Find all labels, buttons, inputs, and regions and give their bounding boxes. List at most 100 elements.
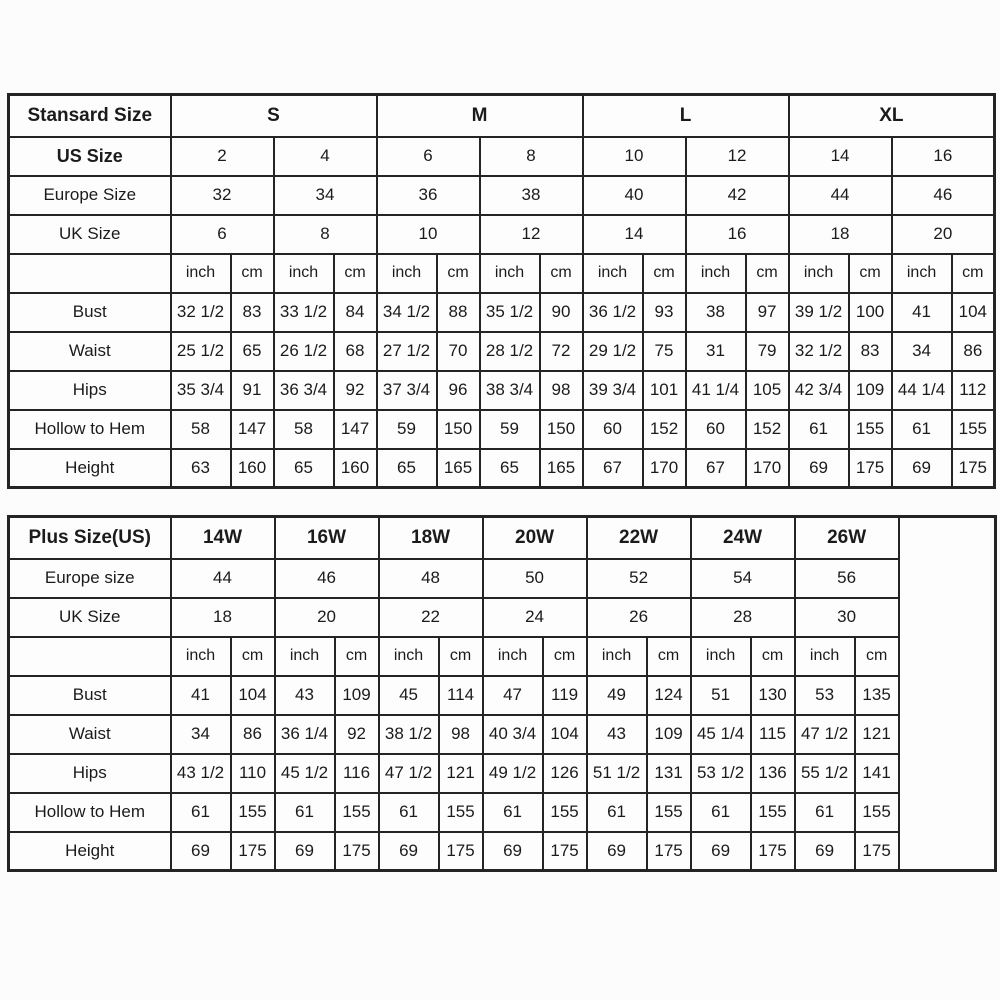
unit-cell: inch <box>585 635 648 677</box>
bust-value-cell: 93 <box>641 291 687 333</box>
hips-value-cell: 131 <box>645 752 692 794</box>
height-value-cell: 69 <box>377 830 440 872</box>
bust-value-cell: 41 <box>890 291 953 333</box>
unit-cell: cm <box>538 252 584 294</box>
hollow-to-hem-label: Hollow to Hem <box>7 408 172 450</box>
unit-cell: inch <box>169 635 232 677</box>
hips-value-cell: 121 <box>437 752 484 794</box>
waist-value-cell: 92 <box>333 713 380 755</box>
hips-value-cell: 101 <box>641 369 687 411</box>
plus-europe-size-row: Europe size 44 46 48 50 52 54 56 <box>7 557 996 599</box>
hollow-to-hem-value-cell: 155 <box>950 408 996 450</box>
waist-value-cell: 40 3/4 <box>481 713 544 755</box>
plus-waist-row: Waist 34 86 36 1/4 92 38 1/2 98 40 3/4 104 43 109… <box>7 713 996 755</box>
hollow-to-hem-value-cell: 155 <box>847 408 893 450</box>
hollow-to-hem-value-cell: 61 <box>377 791 440 833</box>
plus-hollow-to-hem-label: Hollow to Hem <box>7 791 172 833</box>
height-value-cell: 69 <box>787 447 850 489</box>
waist-value-cell: 79 <box>744 330 790 372</box>
unit-cell: inch <box>481 635 544 677</box>
uk-size-cell: 8 <box>272 213 378 255</box>
bust-value-cell: 135 <box>853 674 900 716</box>
bust-value-cell: 104 <box>229 674 276 716</box>
bust-value-cell: 39 1/2 <box>787 291 850 333</box>
plus-unit-header-row: inch cm inch cm inch cm inch cm inch cm inch cm inch… <box>7 635 996 677</box>
europe-size-cell: 46 <box>273 557 380 599</box>
hips-label: Hips <box>7 369 172 411</box>
hollow-to-hem-value-cell: 58 <box>169 408 232 450</box>
plus-waist-label: Waist <box>7 713 172 755</box>
hollow-to-hem-value-cell: 155 <box>437 791 484 833</box>
us-size-cell: 6 <box>375 135 481 177</box>
uk-size-cell: 24 <box>481 596 588 638</box>
bust-value-cell: 45 <box>377 674 440 716</box>
bust-value-cell: 53 <box>793 674 856 716</box>
unit-cell: cm <box>847 252 893 294</box>
bust-label: Bust <box>7 291 172 333</box>
waist-value-cell: 31 <box>684 330 747 372</box>
us-size-cell: 12 <box>684 135 790 177</box>
europe-size-cell: 56 <box>793 557 900 599</box>
plus-title-cell: Plus Size(US) <box>7 515 172 560</box>
uk-size-cell: 18 <box>169 596 276 638</box>
europe-size-cell: 34 <box>272 174 378 216</box>
hollow-to-hem-value-cell: 147 <box>229 408 275 450</box>
waist-value-cell: 109 <box>645 713 692 755</box>
height-value-cell: 165 <box>435 447 481 489</box>
bust-value-cell: 90 <box>538 291 584 333</box>
europe-size-cell: 38 <box>478 174 584 216</box>
height-value-cell: 69 <box>481 830 544 872</box>
hollow-to-hem-value-cell: 155 <box>229 791 276 833</box>
hips-value-cell: 42 3/4 <box>787 369 850 411</box>
bust-value-cell: 49 <box>585 674 648 716</box>
height-value-cell: 69 <box>169 830 232 872</box>
unit-cell: cm <box>744 252 790 294</box>
empty-label-cell <box>7 252 172 294</box>
waist-value-cell: 68 <box>332 330 378 372</box>
bust-value-cell: 51 <box>689 674 752 716</box>
hips-value-cell: 105 <box>744 369 790 411</box>
hips-value-cell: 112 <box>950 369 996 411</box>
hollow-to-hem-value-cell: 147 <box>332 408 378 450</box>
hollow-to-hem-value-cell: 60 <box>684 408 747 450</box>
hollow-to-hem-value-cell: 61 <box>890 408 953 450</box>
unit-cell: cm <box>641 252 687 294</box>
hips-value-cell: 92 <box>332 369 378 411</box>
height-value-cell: 175 <box>541 830 588 872</box>
height-value-cell: 175 <box>847 447 893 489</box>
bust-value-cell: 109 <box>333 674 380 716</box>
hips-value-cell: 55 1/2 <box>793 752 856 794</box>
plus-bust-label: Bust <box>7 674 172 716</box>
europe-size-label: Europe Size <box>7 174 172 216</box>
waist-value-cell: 29 1/2 <box>581 330 644 372</box>
plus-size-group-cell: 24W <box>689 515 796 560</box>
waist-value-cell: 34 <box>169 713 232 755</box>
hips-row: Hips 35 3/4 91 36 3/4 92 37 3/4 96 38 3/4 98 39 … <box>7 369 996 411</box>
waist-value-cell: 36 1/4 <box>273 713 336 755</box>
size-group-cell: S <box>169 93 378 138</box>
bust-value-cell: 104 <box>950 291 996 333</box>
unit-cell: cm <box>435 252 481 294</box>
height-value-cell: 69 <box>273 830 336 872</box>
bust-value-cell: 33 1/2 <box>272 291 335 333</box>
unit-header-row: inch cm inch cm inch cm inch cm inch cm inch cm inch… <box>7 252 996 294</box>
unit-cell: inch <box>273 635 336 677</box>
unit-cell: cm <box>333 635 380 677</box>
waist-value-cell: 75 <box>641 330 687 372</box>
unit-cell: inch <box>684 252 747 294</box>
unit-cell: cm <box>853 635 900 677</box>
us-size-cell: 4 <box>272 135 378 177</box>
us-size-row: US Size 2 4 6 8 10 12 14 16 <box>7 135 996 177</box>
unit-cell: inch <box>581 252 644 294</box>
uk-size-label: UK Size <box>7 213 172 255</box>
bust-value-cell: 97 <box>744 291 790 333</box>
unit-cell: inch <box>890 252 953 294</box>
height-value-cell: 170 <box>641 447 687 489</box>
waist-row: Waist 25 1/2 65 26 1/2 68 27 1/2 70 28 1/2 72 29… <box>7 330 996 372</box>
unit-cell: inch <box>272 252 335 294</box>
height-value-cell: 69 <box>585 830 648 872</box>
uk-size-cell: 26 <box>585 596 692 638</box>
bust-value-cell: 124 <box>645 674 692 716</box>
hips-value-cell: 91 <box>229 369 275 411</box>
